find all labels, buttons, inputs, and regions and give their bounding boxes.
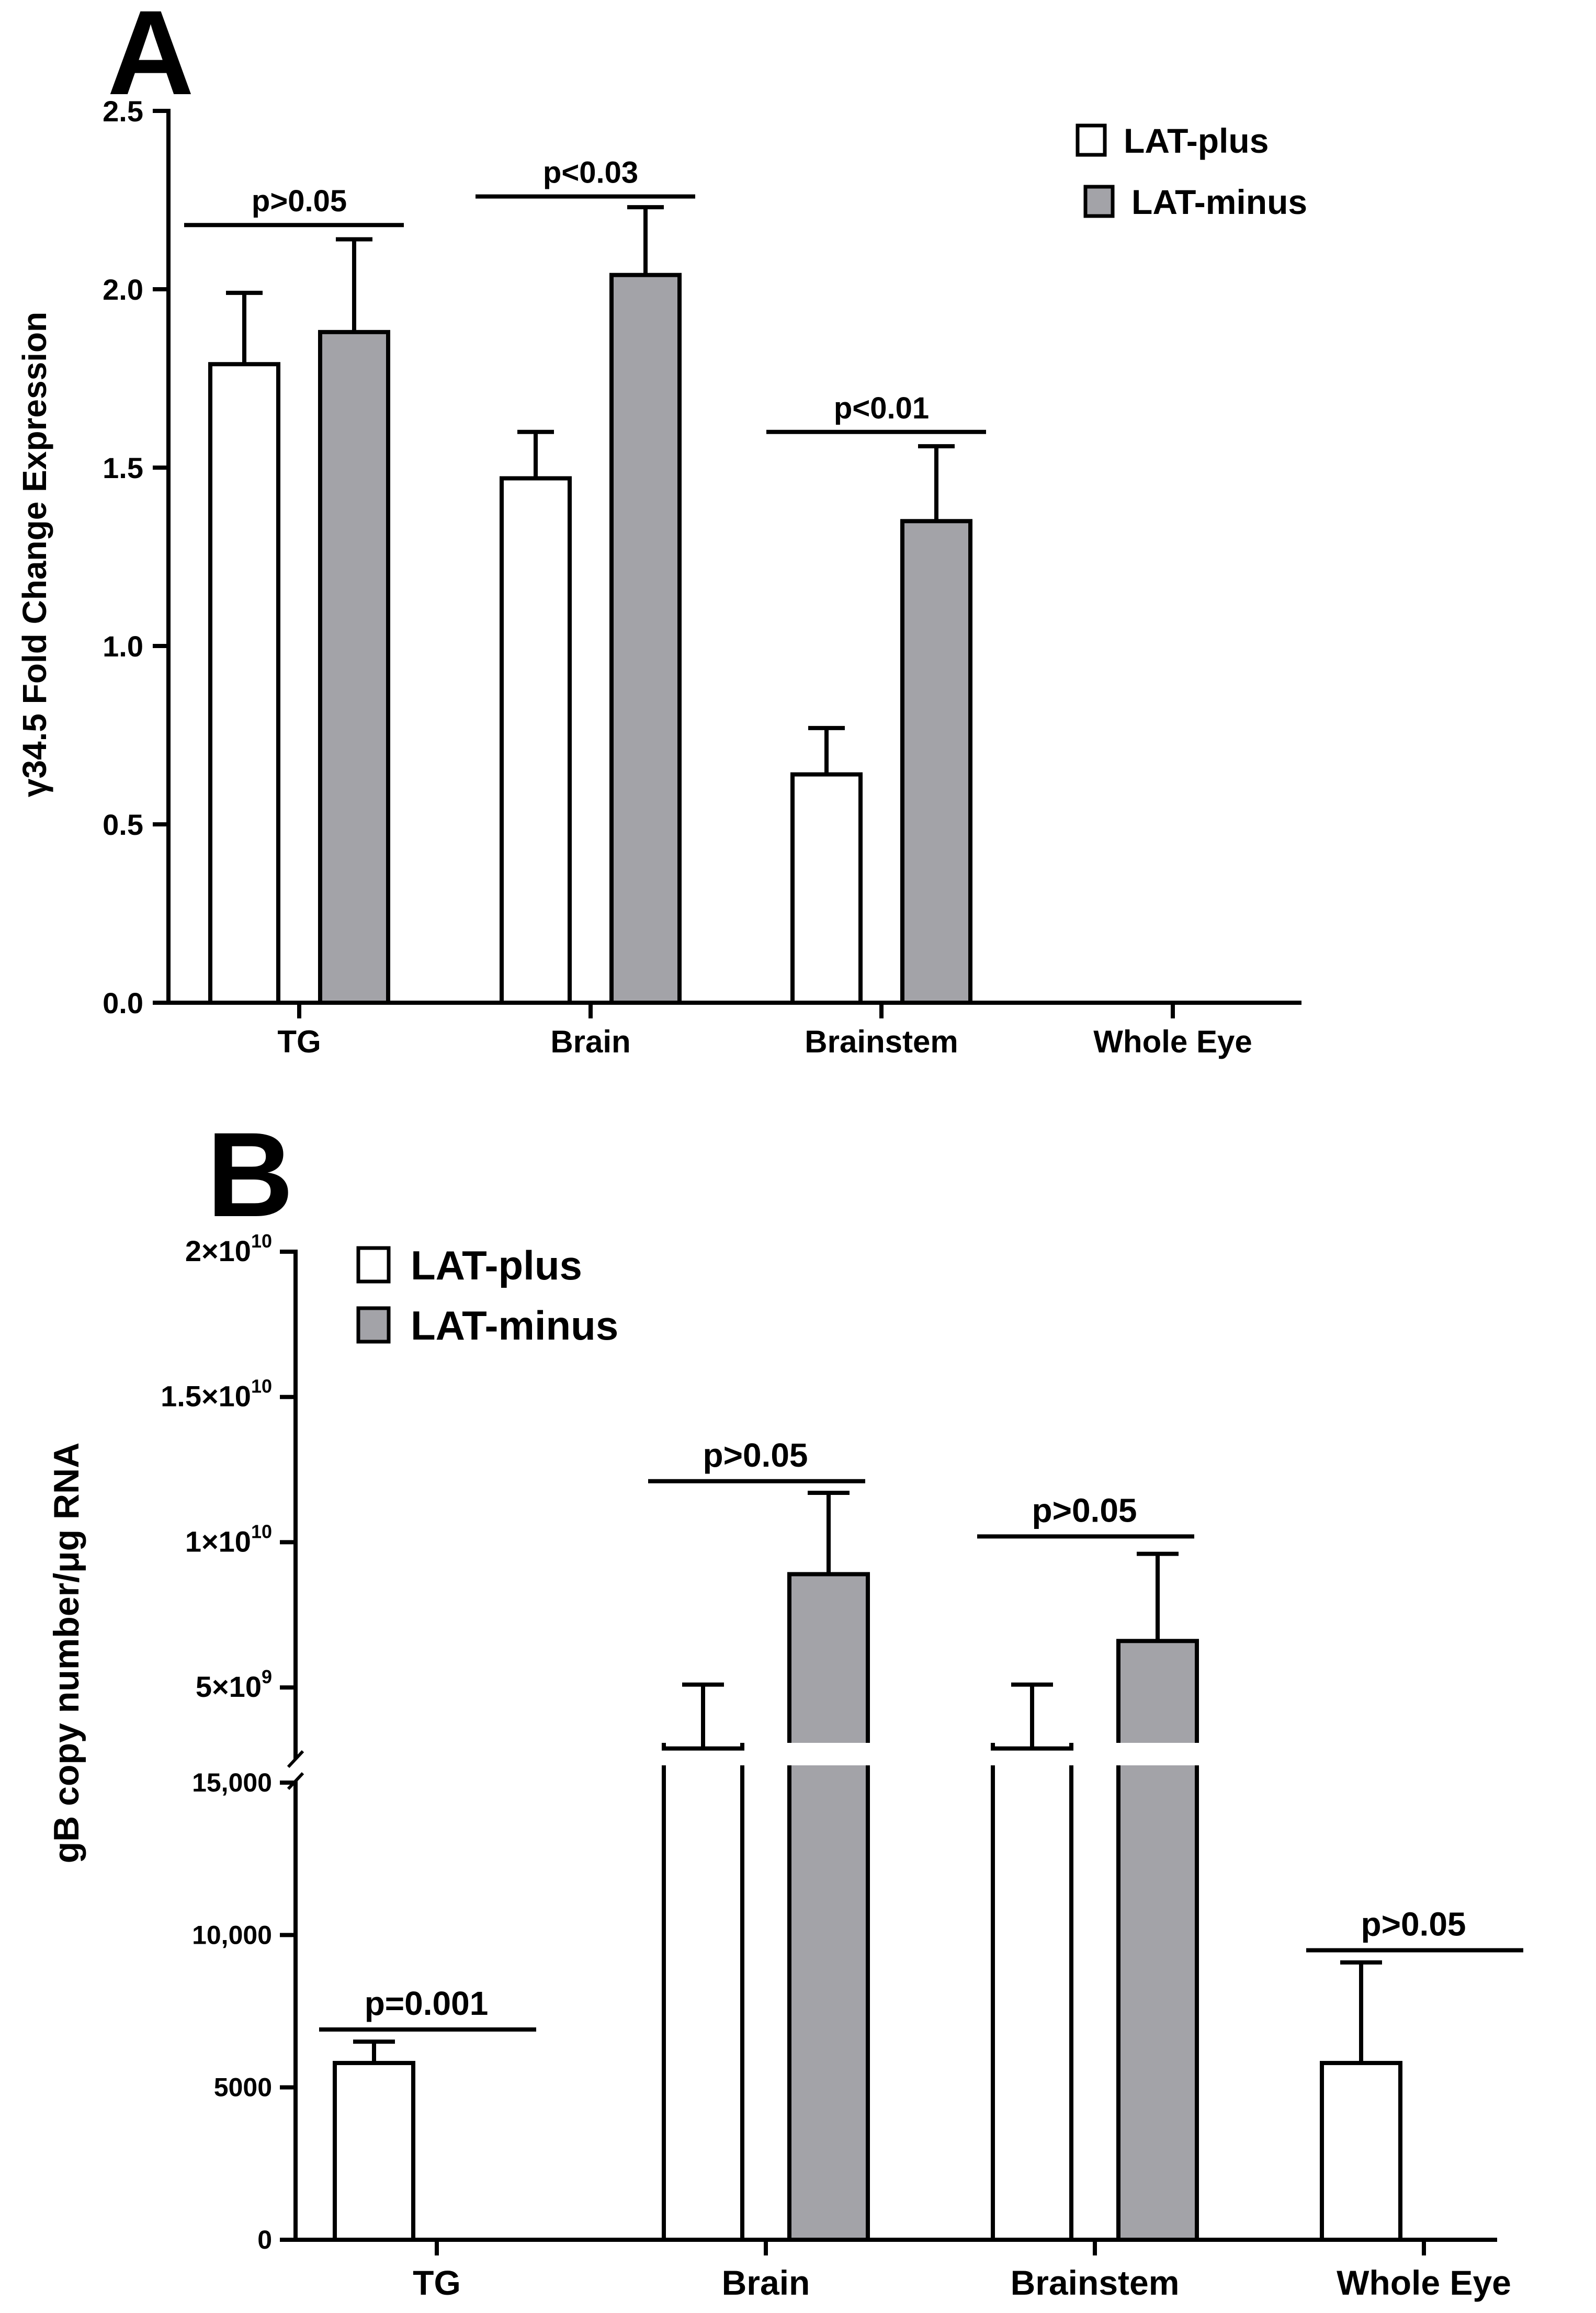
panel-a-ytick-label: 2.5 [103, 95, 143, 128]
panel-b: B gB copy number/μg RNA 0 5000 10,000 15,00… [47, 1107, 1523, 2302]
panel-b-letter: B [207, 1107, 293, 1242]
panel-b-bar-lower-lat-plus-brain [664, 1765, 742, 2240]
panel-b-ytick-base: 1.5×10 [161, 1380, 251, 1413]
panel-b-bar-lower-lat-minus-brain [789, 1765, 868, 2240]
panel-b-bar-upper-outline [991, 1743, 1073, 1751]
panel-a-bar-lat-minus-brain [609, 273, 682, 1005]
panel-a-bar-lat-minus-brainstem [900, 519, 972, 1005]
panel-b-ytick-label: 5×109 [196, 1666, 272, 1703]
panel-a-ytick-label: 0.5 [103, 808, 143, 841]
panel-a-legend-label-lat-minus: LAT-minus [1131, 183, 1307, 221]
panel-a-category-whole-eye: Whole Eye [1093, 1024, 1252, 1059]
panel-a-ytick-label: 0.0 [103, 987, 143, 1019]
panel-a-letter: A [107, 0, 194, 120]
panel-b-ytick-label: 15,000 [192, 1768, 272, 1797]
panel-b-ytick-base: 2×10 [185, 1234, 251, 1267]
panel-b-ytick-label: 10,000 [192, 1920, 272, 1949]
panel-b-bar-lower-outline [787, 1765, 870, 2240]
panel-b-legend-swatch-lat-minus [356, 1306, 391, 1344]
panel-b-ytick-label: 5000 [214, 2073, 272, 2102]
panel-a-legend-label-lat-plus: LAT-plus [1124, 121, 1269, 160]
panel-b-bar-lower-outline [991, 1765, 1073, 2240]
panel-b-pvalue: p>0.05 [1032, 1491, 1137, 1529]
panel-a-bar-lat-plus-tg [208, 362, 280, 1005]
panel-b-bar-lower-outline [1116, 1765, 1199, 2240]
panel-b-pvalue: p=0.001 [365, 1985, 489, 2022]
panel-b-ytick-exponent: 10 [251, 1521, 272, 1542]
panel-a-legend-swatch-lat-minus [1083, 185, 1115, 218]
panel-a-bar-lat-plus-brain [500, 476, 572, 1005]
panel-b-ytick-label: 1.5×1010 [161, 1376, 272, 1413]
panel-b-legend-label-lat-plus: LAT-plus [411, 1242, 582, 1288]
panel-b-bar-lower-lat-minus-brainstem [1118, 1765, 1197, 2240]
panel-b-ytick-label: 0 [257, 2225, 272, 2254]
panel-b-bar-lower-outline [662, 1765, 744, 2240]
panel-b-pvalue: p>0.05 [703, 1436, 808, 1474]
panel-a-bar-lat-plus-brainstem [790, 772, 863, 1005]
panel-b-category-brain: Brain [722, 2263, 810, 2302]
panel-a-pvalue: p>0.05 [252, 184, 347, 218]
panel-a-category-brain: Brain [550, 1024, 630, 1059]
panel-b-bar-upper-outline [662, 1743, 744, 1751]
panel-b-ylabel: gB copy number/μg RNA [47, 1443, 86, 1864]
panel-a-ytick-label: 1.5 [103, 451, 143, 484]
panel-b-ytick-exponent: 10 [251, 1376, 272, 1397]
panel-b-ytick-label: 2×1010 [185, 1230, 272, 1267]
panel-b-bar-upper-outline [1116, 1639, 1199, 1743]
panel-b-ytick-exponent: 10 [251, 1230, 272, 1252]
panel-b-ytick-base: 1×10 [185, 1525, 251, 1558]
panel-b-category-whole-eye: Whole Eye [1337, 2263, 1511, 2302]
panel-b-bar-upper-lat-minus-brain [789, 1574, 868, 1743]
panel-a-pvalue: p<0.03 [543, 156, 638, 190]
panel-a-legend-swatch-lat-plus [1076, 123, 1107, 157]
panel-a: A γ34.5 Fold Change Expression 0.0 0.5 1.0… [16, 0, 1307, 1059]
panel-b-legend-label-lat-minus: LAT-minus [411, 1302, 618, 1348]
panel-a-category-brainstem: Brainstem [805, 1024, 958, 1059]
panel-b-ytick-exponent: 9 [262, 1666, 272, 1687]
panel-b-axis-break-mark [287, 1750, 304, 1768]
panel-a-pvalue: p<0.01 [834, 391, 929, 425]
panel-b-bar-lat-plus-whole-eye [1320, 2061, 1402, 2242]
panel-b-ytick-label: 1×1010 [185, 1521, 272, 1558]
panel-b-bar-upper-lat-minus-brainstem [1118, 1641, 1197, 1743]
panel-b-bar-lat-plus-tg [333, 2061, 415, 2242]
panel-b-category-brainstem: Brainstem [1011, 2263, 1180, 2302]
panel-a-ylabel: γ34.5 Fold Change Expression [16, 312, 53, 797]
panel-b-category-tg: TG [413, 2263, 461, 2302]
panel-a-bar-lat-minus-tg [318, 330, 390, 1005]
panel-b-legend-swatch-lat-plus [356, 1246, 391, 1284]
panel-a-ytick-label: 2.0 [103, 273, 143, 306]
panel-b-bar-lower-lat-plus-brainstem [993, 1765, 1071, 2240]
panel-b-bar-upper-outline [787, 1572, 870, 1743]
panel-b-pvalue: p>0.05 [1361, 1905, 1466, 1943]
panel-a-category-tg: TG [277, 1024, 321, 1059]
panel-a-ytick-label: 1.0 [103, 630, 143, 663]
panel-b-ytick-base: 5×10 [196, 1670, 262, 1703]
